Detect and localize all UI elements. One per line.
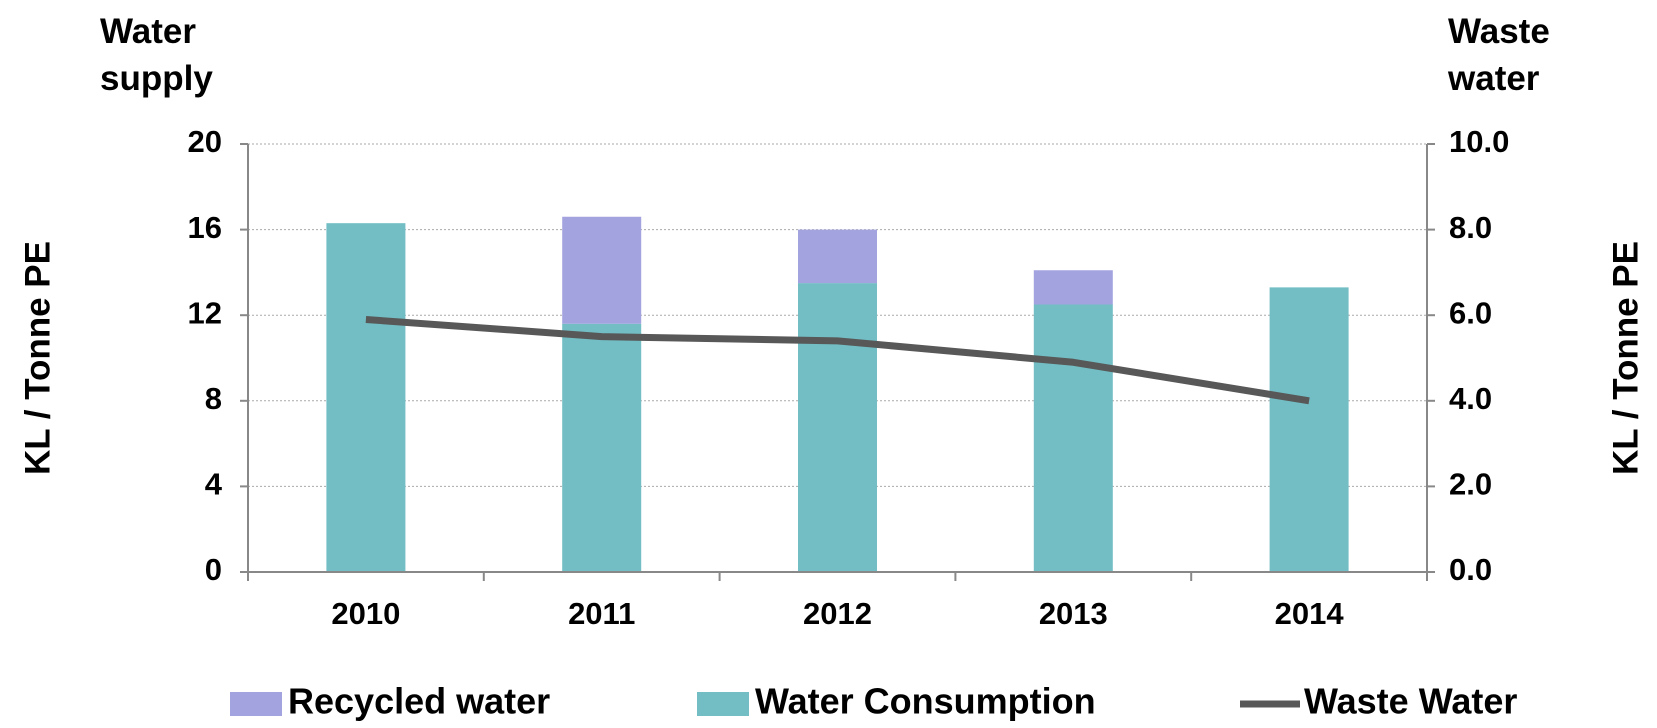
bar — [1269, 287, 1349, 572]
legend-swatch — [230, 692, 282, 716]
y-tick-label: 16 — [188, 210, 222, 245]
legend-label: Waste Water — [1304, 681, 1517, 722]
line — [365, 315, 1310, 405]
x-tick-label: 2013 — [1039, 596, 1108, 631]
y-tick-label: 0 — [205, 552, 222, 587]
bar — [562, 323, 642, 572]
y2-tick-label: 6.0 — [1449, 295, 1492, 330]
bar — [1033, 304, 1113, 572]
y2-axis-top-label: Waste water — [1448, 12, 1550, 99]
y2-tick-label: 8.0 — [1449, 210, 1492, 245]
y-tick-label: 8 — [205, 381, 222, 416]
legend-label: Water Consumption — [755, 681, 1096, 722]
legend-swatch — [697, 692, 749, 716]
bar — [798, 229, 877, 284]
bar — [798, 283, 877, 572]
bar — [1033, 270, 1113, 305]
y-tick-label: 12 — [188, 295, 222, 330]
x-tick-label: 2012 — [803, 596, 872, 631]
y-axis-top-label: Water supply — [100, 12, 213, 99]
x-tick-label: 2011 — [568, 596, 635, 631]
y2-tick-label: 0.0 — [1449, 552, 1492, 587]
y-tick-label: 20 — [188, 124, 222, 159]
bar — [326, 223, 406, 572]
y2-tick-label: 2.0 — [1449, 467, 1492, 502]
y-axis-label: KL / Tonne PE — [18, 241, 57, 475]
y-tick-label: 4 — [205, 467, 223, 502]
x-tick-label: 2010 — [331, 596, 400, 631]
y2-axis-label: KL / Tonne PE — [1606, 241, 1645, 475]
legend-label: Recycled water — [288, 681, 550, 722]
bar — [562, 216, 642, 324]
y2-tick-label: 10.0 — [1449, 124, 1509, 159]
x-tick-label: 2014 — [1275, 596, 1345, 631]
y2-tick-label: 4.0 — [1449, 381, 1492, 416]
